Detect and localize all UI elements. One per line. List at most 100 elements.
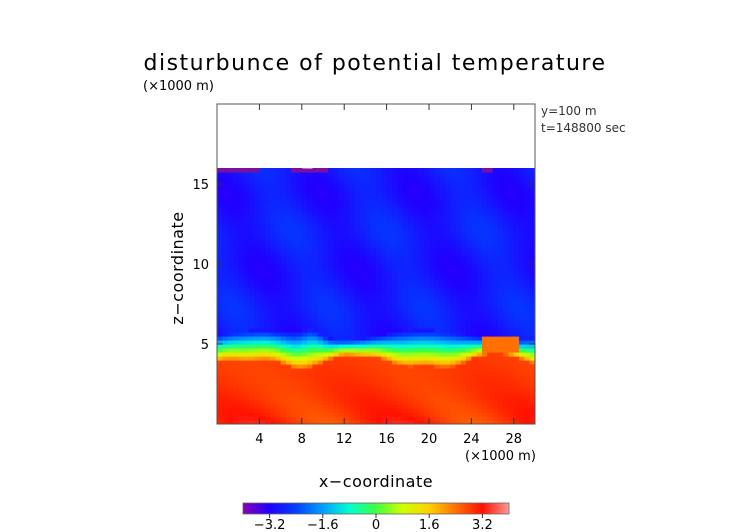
heatmap-cell — [524, 232, 531, 237]
heatmap-cell — [397, 368, 404, 373]
heatmap-cell — [323, 240, 329, 245]
heatmap-cell — [381, 252, 388, 257]
heatmap-cell — [508, 376, 515, 381]
heatmap-cell — [259, 404, 266, 409]
heatmap-cell — [270, 388, 276, 393]
heatmap-cell — [476, 244, 483, 249]
heatmap-cell — [391, 168, 398, 173]
heatmap-cell — [344, 224, 351, 229]
heatmap-cell — [238, 320, 245, 325]
heatmap-cell — [476, 408, 483, 413]
heatmap-cell — [376, 348, 382, 353]
heatmap-cell — [397, 364, 404, 369]
heatmap-cell — [238, 200, 245, 205]
heatmap-cell — [466, 196, 472, 201]
heatmap-cell — [227, 360, 234, 365]
heatmap-cell — [323, 372, 329, 377]
heatmap-cell — [291, 176, 298, 181]
heatmap-cell — [450, 284, 457, 289]
heatmap-cell — [254, 420, 260, 424]
heatmap-cell — [434, 296, 441, 301]
heatmap-cell — [238, 196, 245, 201]
heatmap-cell — [275, 420, 282, 424]
heatmap-cell — [301, 388, 308, 393]
heatmap-cell — [275, 416, 282, 421]
heatmap-cell — [503, 256, 510, 261]
heatmap-cell — [487, 320, 494, 325]
heatmap-cell — [328, 344, 335, 349]
heatmap-cell — [291, 356, 298, 361]
heatmap-cell — [317, 420, 324, 424]
heatmap-cell — [513, 240, 520, 245]
heatmap-cell — [365, 172, 372, 177]
heatmap-cell — [354, 224, 361, 229]
heatmap-cell — [238, 380, 245, 385]
heatmap-cell — [222, 252, 229, 257]
heatmap-cell — [248, 364, 255, 369]
heatmap-cell — [434, 320, 441, 325]
heatmap-cell — [328, 356, 335, 361]
heatmap-cell — [360, 252, 366, 257]
heatmap-cell — [497, 348, 504, 353]
heatmap-cell — [466, 376, 472, 381]
heatmap-cell — [386, 272, 393, 277]
heatmap-cell — [508, 392, 515, 397]
heatmap-cell — [482, 200, 488, 205]
heatmap-cell — [508, 260, 515, 265]
heatmap-cell — [444, 396, 451, 401]
heatmap-cell — [376, 364, 382, 369]
heatmap-cell — [508, 252, 515, 257]
heatmap-cell — [402, 400, 409, 405]
heatmap-cell — [301, 276, 308, 281]
heatmap-cell — [471, 356, 478, 361]
heatmap-cell — [264, 216, 271, 221]
heatmap-cell — [338, 260, 345, 265]
heatmap-cell — [259, 416, 266, 421]
heatmap-cell — [381, 364, 388, 369]
heatmap-cell — [482, 236, 488, 241]
heatmap-cell — [264, 252, 271, 257]
heatmap-cell — [296, 388, 303, 393]
heatmap-cell — [264, 264, 271, 269]
heatmap-cell — [285, 268, 292, 273]
heatmap-cell — [217, 184, 223, 189]
heatmap-cell — [497, 412, 504, 417]
heatmap-cell — [301, 408, 308, 413]
heatmap-cell — [482, 208, 488, 213]
colorbar-tick-label: −1.6 — [307, 518, 339, 532]
heatmap-cell — [349, 180, 356, 185]
heatmap-cell — [455, 420, 462, 424]
heatmap-cell — [434, 180, 441, 185]
heatmap-cell — [360, 416, 366, 421]
heatmap-cell — [365, 304, 372, 309]
heatmap-cell — [524, 168, 531, 173]
heatmap-cell — [248, 224, 255, 229]
heatmap-cell — [270, 204, 276, 209]
heatmap-cell — [444, 276, 451, 281]
heatmap-cell — [217, 376, 223, 381]
heatmap-cell — [248, 272, 255, 277]
heatmap-cell — [471, 204, 478, 209]
heatmap-cell — [460, 248, 467, 253]
heatmap-cell — [217, 284, 223, 289]
heatmap-cell — [275, 316, 282, 321]
heatmap-cell — [476, 168, 483, 173]
heatmap-cell — [492, 312, 499, 317]
heatmap-cell — [323, 184, 329, 189]
heatmap-cell — [450, 264, 457, 269]
heatmap-cell — [328, 372, 335, 377]
heatmap-cell — [259, 412, 266, 417]
heatmap-cell — [307, 416, 313, 421]
heatmap-cell — [344, 240, 351, 245]
heatmap-cell — [275, 196, 282, 201]
heatmap-cell — [482, 308, 488, 313]
heatmap-cell — [354, 216, 361, 221]
heatmap-cell — [487, 200, 494, 205]
heatmap-cell — [402, 240, 409, 245]
heatmap-cell — [386, 296, 393, 301]
heatmap-cell — [529, 332, 535, 337]
heatmap-cell — [386, 244, 393, 249]
heatmap-cell — [344, 268, 351, 273]
heatmap-cell — [275, 260, 282, 265]
